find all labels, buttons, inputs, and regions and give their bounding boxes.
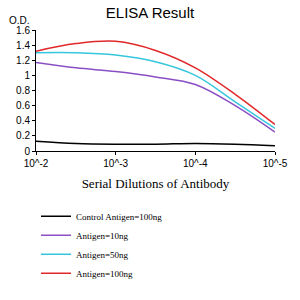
svg-text:10^-4: 10^-4: [183, 158, 208, 169]
svg-text:10^-2: 10^-2: [24, 158, 49, 169]
svg-text:0.8: 0.8: [16, 85, 30, 96]
svg-text:1.2: 1.2: [16, 55, 30, 66]
svg-text:Control Antigen=100ng: Control Antigen=100ng: [76, 212, 162, 222]
svg-text:0: 0: [24, 146, 30, 157]
svg-text:0.6: 0.6: [16, 100, 30, 111]
svg-text:Antigen=100ng: Antigen=100ng: [76, 269, 133, 279]
svg-text:10^-3: 10^-3: [103, 158, 128, 169]
svg-text:1: 1: [24, 70, 30, 81]
svg-text:0.4: 0.4: [16, 115, 30, 126]
svg-text:1.4: 1.4: [16, 40, 30, 51]
svg-text:10^-5: 10^-5: [263, 158, 288, 169]
svg-text:Antigen=50ng: Antigen=50ng: [76, 250, 129, 260]
svg-text:O.D.: O.D.: [9, 15, 30, 26]
svg-text:1.6: 1.6: [16, 25, 30, 36]
svg-text:ELISA Result: ELISA Result: [106, 4, 195, 21]
svg-text:Antigen=10ng: Antigen=10ng: [76, 231, 129, 241]
svg-text:0.2: 0.2: [16, 130, 30, 141]
svg-text:Serial Dilutions of Antibody: Serial Dilutions of Antibody: [82, 176, 230, 191]
